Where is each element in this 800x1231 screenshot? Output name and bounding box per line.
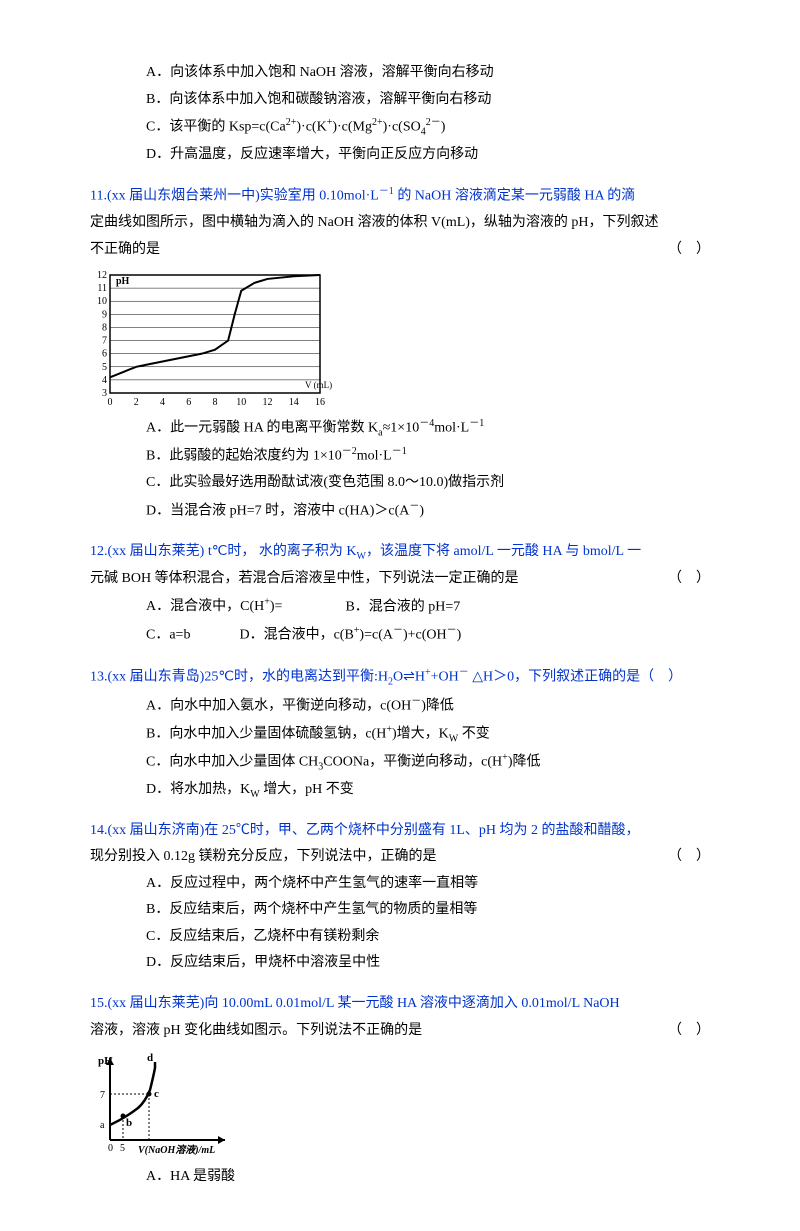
q14-opt-a: A．反应过程中，两个烧杯中产生氢气的速率一直相等: [146, 871, 710, 898]
q13-stem: 13.(xx 届山东青岛)25℃时，水的电离达到平衡:H2O⇌H++OH－ △H…: [90, 663, 710, 691]
q11-opt-b: B．此弱酸的起始浓度约为 1×10－2mol·L－1: [146, 442, 710, 470]
q14-stem-line2: 现分别投入 0.12g 镁粉充分反应，下列说法中，正确的是（ ）: [90, 844, 710, 871]
q10-opt-c: C．该平衡的 Ksp=c(Ca2+)·c(K+)·c(Mg2+)·c(SO42－…: [146, 113, 710, 141]
svg-text:14: 14: [289, 397, 299, 408]
svg-text:12: 12: [263, 397, 273, 408]
q13-opt-c: C．向水中加入少量固体 CH3COONa，平衡逆向移动，c(H+)降低: [146, 748, 710, 776]
q11-chart: 3 4 5 6 7 8 9 10 11 12 0 2 4 6 8 10 12 14 16 pH V (mL): [90, 270, 710, 410]
q13-opt-b: B．向水中加入少量固体硫酸氢钠，c(H+)增大，KW 不变: [146, 720, 710, 748]
svg-text:8: 8: [102, 322, 107, 333]
q15-stem-line2: 溶液，溶液 pH 变化曲线如图示。下列说法不正确的是（ ）: [90, 1018, 710, 1045]
answer-blank: （ ）: [668, 237, 710, 264]
q14-stem-line1: 14.(xx 届山东济南)在 25℃时，甲、乙两个烧杯中分别盛有 1L、pH 均…: [90, 818, 710, 845]
svg-text:c: c: [154, 1088, 159, 1100]
q10-opt-d: D．升高温度，反应速率增大，平衡向正反应方向移动: [146, 142, 710, 169]
svg-text:9: 9: [102, 309, 107, 320]
q11-opt-c: C．此实验最好选用酚酞试液(变色范围 8.0～10.0)做指示剂: [146, 470, 710, 497]
svg-text:pH: pH: [116, 276, 130, 287]
q13-opt-a: A．向水中加入氨水，平衡逆向移动，c(OH－)降低: [146, 692, 710, 720]
svg-text:7: 7: [102, 335, 107, 346]
svg-text:0: 0: [108, 1143, 113, 1154]
q15-stem-line1: 15.(xx 届山东莱芜)向 10.00mL 0.01mol/L 某一元酸 HA…: [90, 991, 710, 1018]
svg-text:5: 5: [102, 361, 107, 372]
svg-text:2: 2: [134, 397, 139, 408]
svg-text:11: 11: [97, 283, 107, 294]
svg-text:pH: pH: [98, 1055, 113, 1067]
svg-text:V(NaOH溶液)/mL: V(NaOH溶液)/mL: [138, 1144, 215, 1156]
svg-text:10: 10: [97, 296, 107, 307]
q12-stem-line1: 12.(xx 届山东莱芜) t℃时， 水的离子积为 KW，该温度下将 amol/…: [90, 539, 710, 566]
q12-opts-cd: C．a=b D．混合液中，c(B+)=c(A－)+c(OH－): [146, 621, 710, 649]
svg-text:12: 12: [97, 270, 107, 281]
svg-text:d: d: [147, 1052, 153, 1064]
svg-text:b: b: [126, 1117, 132, 1129]
svg-text:7: 7: [100, 1090, 105, 1101]
q14-opt-d: D．反应结束后，甲烧杯中溶液呈中性: [146, 950, 710, 977]
svg-text:8: 8: [213, 397, 218, 408]
svg-text:4: 4: [160, 397, 165, 408]
q12-opts-ab: A．混合液中，C(H+)= B．混合液的 pH=7: [146, 593, 710, 621]
q14-opt-b: B．反应结束后，两个烧杯中产生氢气的物质的量相等: [146, 897, 710, 924]
svg-text:6: 6: [102, 348, 107, 359]
svg-text:a: a: [100, 1120, 105, 1131]
svg-text:V (mL): V (mL): [305, 380, 332, 390]
q12-stem-line2: 元碱 BOH 等体积混合，若混合后溶液呈中性，下列说法一定正确的是（ ）: [90, 566, 710, 593]
svg-text:16: 16: [315, 397, 325, 408]
svg-text:4: 4: [102, 375, 107, 386]
svg-text:10: 10: [236, 397, 246, 408]
q13-opt-d: D．将水加热，KW 增大，pH 不变: [146, 777, 710, 804]
svg-text:0: 0: [108, 397, 113, 408]
q11-stem-line2: 定曲线如图所示，图中横轴为滴入的 NaOH 溶液的体积 V(mL)，纵轴为溶液的…: [90, 210, 710, 237]
svg-text:3: 3: [102, 388, 107, 399]
q10-opt-a: A．向该体系中加入饱和 NaOH 溶液，溶解平衡向右移动: [146, 60, 710, 87]
q14-opt-c: C．反应结束后，乙烧杯中有镁粉剩余: [146, 924, 710, 951]
q10-opt-b: B．向该体系中加入饱和碳酸钠溶液，溶解平衡向右移动: [146, 87, 710, 114]
q11-stem-line3: 不正确的是（ ）: [90, 237, 710, 264]
q11-opt-d: D．当混合液 pH=7 时，溶液中 c(HA)＞c(A－): [146, 497, 710, 525]
svg-text:6: 6: [186, 397, 191, 408]
q15-chart: pH b c d 7 a 0 5 V(NaOH溶液)/mL: [90, 1050, 710, 1160]
q11-stem-line1: 11.(xx 届山东烟台莱州一中)实验室用 0.10mol·L－1 的 NaOH…: [90, 182, 710, 210]
svg-text:5: 5: [120, 1143, 125, 1154]
q11-opt-a: A．此一元弱酸 HA 的电离平衡常数 Ka≈1×10－4mol·L－1: [146, 414, 710, 442]
q15-opt-a: A．HA 是弱酸: [146, 1164, 710, 1191]
